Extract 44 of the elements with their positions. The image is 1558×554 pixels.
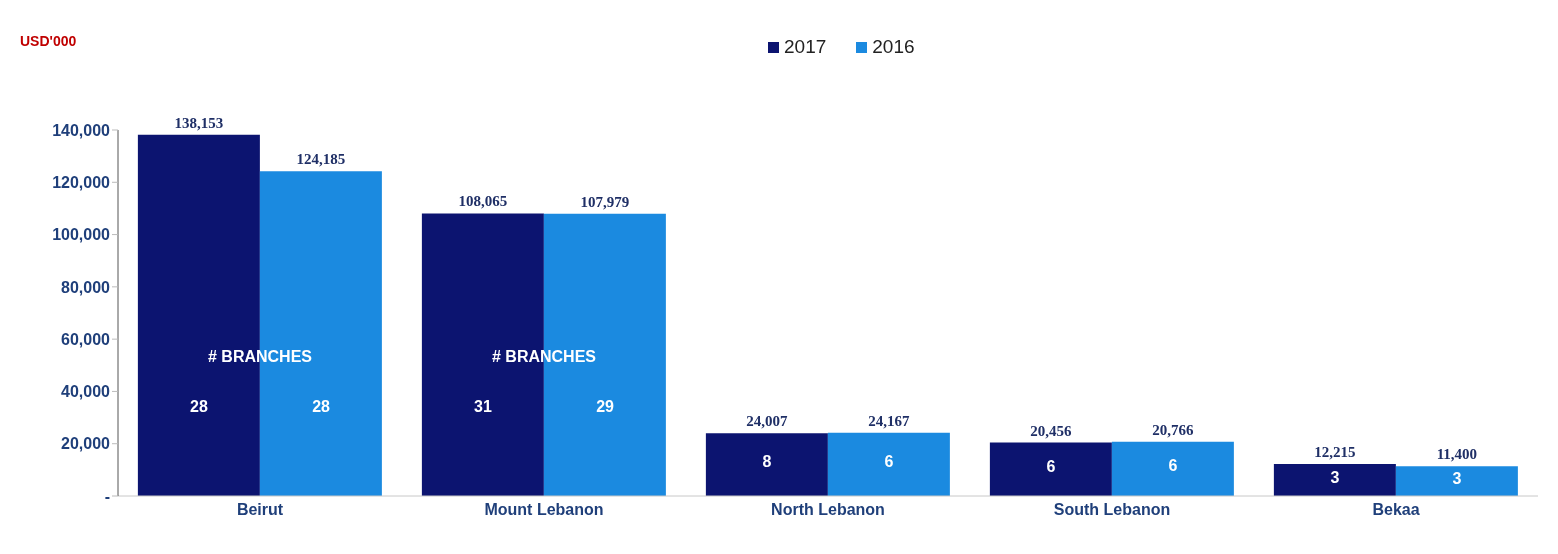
annotation: 6	[884, 452, 894, 470]
annotation: 3	[1452, 470, 1462, 488]
text: USD'000	[20, 33, 77, 49]
bar	[827, 432, 950, 496]
bar	[1273, 464, 1396, 496]
y-tick-label: 20,000	[61, 435, 111, 453]
data-label: 108,065	[458, 193, 508, 210]
legend-label: 2017	[783, 36, 827, 58]
annotation: 8	[762, 452, 772, 470]
annotation: 29	[596, 398, 615, 416]
y-tick-label: 60,000	[61, 330, 111, 348]
y-tick-label: 140,000	[52, 121, 111, 139]
annotation: 31	[474, 398, 492, 416]
annotation: 28	[312, 398, 331, 416]
y-tick-label: -	[104, 487, 110, 505]
legend-label: 2016	[871, 36, 915, 58]
y-tick-label: 120,000	[52, 173, 111, 191]
data-label: 20,456	[1030, 422, 1073, 439]
data-label: 20,766	[1152, 421, 1195, 438]
x-tick-label: North Lebanon	[771, 501, 885, 519]
annotation: 6	[1046, 457, 1056, 475]
annotation: # BRANCHES	[207, 347, 313, 365]
annotation: # BRANCHES	[491, 347, 597, 365]
bar	[989, 442, 1112, 496]
data-label: 11,400	[1436, 446, 1478, 463]
x-tick-label: Mount Lebanon	[484, 501, 604, 519]
data-label: 138,153	[174, 114, 224, 131]
bar	[1395, 466, 1518, 496]
data-label: 24,167	[868, 412, 911, 429]
annotation: 3	[1330, 469, 1340, 487]
y-tick-label: 40,000	[61, 383, 111, 401]
data-label: 124,185	[296, 151, 346, 168]
annotation: 6	[1168, 457, 1178, 475]
data-label: 107,979	[580, 193, 630, 210]
y-tick-label: 100,000	[52, 226, 111, 244]
data-label: 12,215	[1314, 444, 1356, 461]
annotation: 28	[190, 398, 208, 416]
x-tick-label: South Lebanon	[1053, 501, 1171, 519]
bar	[1111, 441, 1234, 496]
x-tick-label: Bekaa	[1372, 501, 1420, 519]
bar	[705, 433, 828, 496]
x-tick-label: Beirut	[236, 501, 284, 519]
data-label: 24,007	[746, 413, 789, 430]
y-tick-label: 80,000	[61, 278, 111, 296]
